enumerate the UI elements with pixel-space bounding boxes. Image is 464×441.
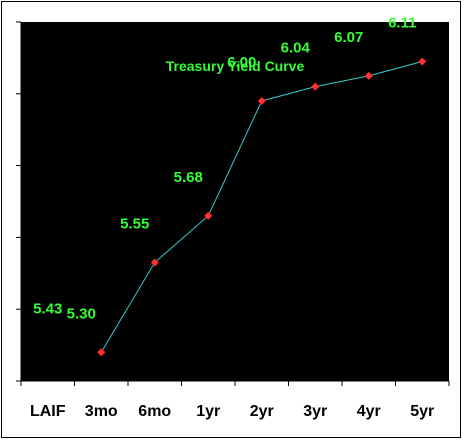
data-label: 5.30 (67, 305, 96, 322)
data-label: 6.04 (281, 40, 311, 57)
x-tick-label: 3mo (85, 403, 118, 420)
data-point (150, 258, 160, 267)
data-label: 5.68 (174, 169, 203, 186)
data-point (203, 211, 213, 221)
x-tick-label: 2yr (250, 403, 274, 420)
data-point (417, 57, 427, 66)
x-tick-label: LAIF (30, 403, 66, 420)
data-label: 5.43 (33, 301, 62, 318)
x-tick-label: 4yr (357, 403, 381, 420)
data-label: 5.55 (120, 216, 149, 233)
y-axis (16, 21, 22, 382)
data-point (257, 96, 267, 106)
series-treasury-yield (96, 57, 427, 357)
data-point (96, 347, 106, 357)
x-tick-label: 3yr (303, 403, 327, 420)
data-label: 6.00 (227, 54, 256, 71)
data-label: 6.07 (334, 29, 363, 46)
data-label: 6.11 (388, 14, 416, 31)
x-tick-label: 6mo (138, 403, 171, 420)
x-tick-label: 1yr (196, 403, 220, 420)
data-labels: 5.43 5.30 5.55 5.68 6.00 6.04 6.07 6.11 (33, 14, 416, 322)
data-point (364, 71, 374, 81)
chart-title: Treasury Yield Curve (166, 58, 305, 74)
data-point (310, 82, 320, 91)
plot-area (21, 22, 449, 381)
x-axis: LAIF 3mo 6mo 1yr 2yr 3yr 4yr 5yr (20, 380, 450, 420)
x-tick-label: 5yr (410, 403, 434, 420)
